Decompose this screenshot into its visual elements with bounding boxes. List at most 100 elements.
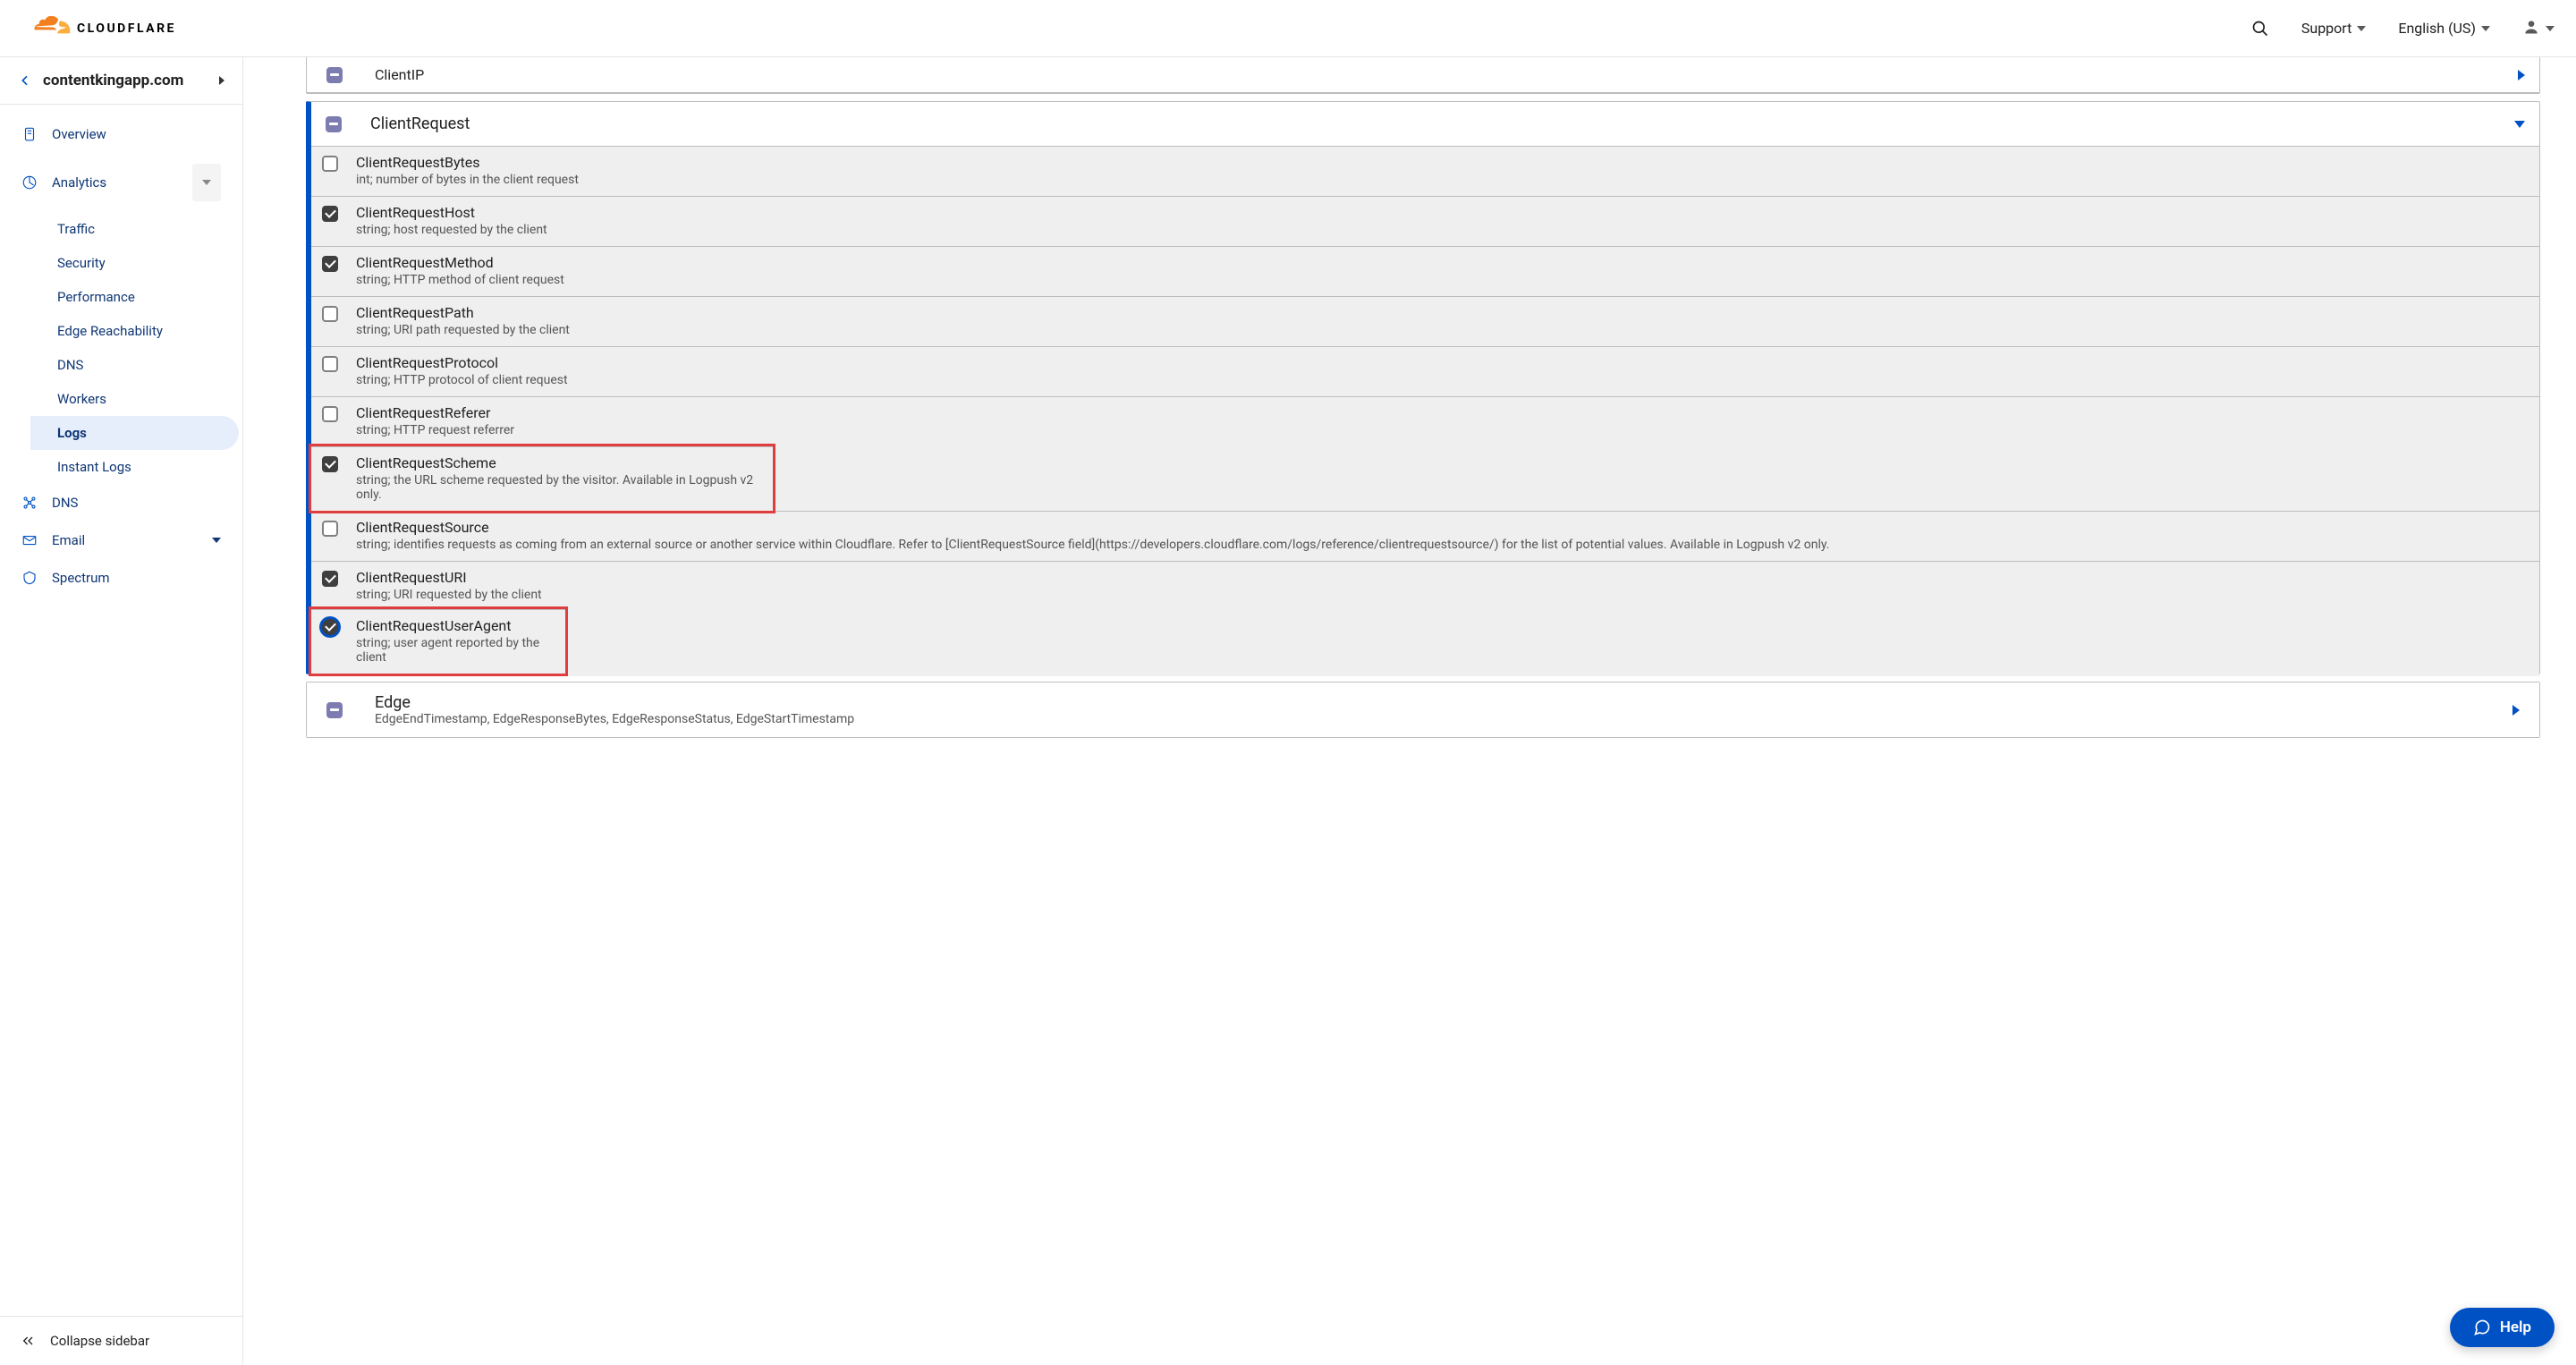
- indeterminate-checkbox-icon[interactable]: [326, 116, 342, 132]
- nav-label: Overview: [52, 126, 106, 142]
- field-desc: string; HTTP method of client request: [356, 273, 2525, 287]
- chat-icon: [2473, 1318, 2491, 1336]
- field-name: ClientRequestScheme: [356, 454, 758, 471]
- sidebar: contentkingapp.com Overview Analytics Tr…: [0, 57, 243, 1365]
- sidebar-item-analytics[interactable]: Analytics: [0, 153, 242, 212]
- checkbox[interactable]: [322, 571, 338, 587]
- field-row[interactable]: ClientRequestSource string; identifies r…: [311, 511, 2539, 561]
- field-name: ClientRequestHost: [356, 204, 2525, 221]
- group-title: ClientRequest: [370, 114, 470, 133]
- main-content: ClientIP ClientRequest ClientRequestByte…: [243, 57, 2576, 1365]
- highlight-annotation: ClientRequestUserAgent string; user agen…: [309, 606, 568, 676]
- nav-label: DNS: [52, 495, 78, 511]
- field-desc: string; URI requested by the client: [356, 588, 2525, 602]
- field-row[interactable]: ClientRequestHost string; host requested…: [311, 196, 2539, 246]
- sidebar-item-logs[interactable]: Logs: [30, 416, 239, 450]
- field-group-edge: Edge EdgeEndTimestamp, EdgeResponseBytes…: [306, 682, 2540, 738]
- sidebar-item-spectrum[interactable]: Spectrum: [0, 559, 242, 597]
- nav-label: Email: [52, 532, 85, 548]
- collapse-toggle-icon[interactable]: [192, 164, 221, 201]
- field-desc: int; number of bytes in the client reque…: [356, 173, 2525, 187]
- field-row[interactable]: ClientRequestPath string; URI path reque…: [311, 296, 2539, 346]
- back-arrow-icon[interactable]: [18, 73, 32, 88]
- search-icon[interactable]: [2251, 20, 2269, 38]
- field-name: ClientRequestBytes: [356, 154, 2525, 171]
- field-row[interactable]: ClientRequestReferer string; HTTP reques…: [311, 396, 2539, 446]
- field-name: ClientRequestSource: [356, 519, 2525, 536]
- sidebar-item-instant-logs[interactable]: Instant Logs: [57, 450, 239, 484]
- field-list: ClientRequestBytes int; number of bytes …: [311, 146, 2539, 676]
- field-name: ClientRequestReferer: [356, 404, 2525, 421]
- sidebar-item-dns[interactable]: DNS: [0, 484, 242, 521]
- field-name: ClientRequestMethod: [356, 254, 2525, 271]
- nav-label: Analytics: [52, 174, 106, 191]
- indeterminate-checkbox-icon[interactable]: [326, 67, 343, 83]
- brand-logo[interactable]: CLOUDFLARE: [21, 16, 176, 41]
- field-row[interactable]: ClientRequestMethod string; HTTP method …: [311, 246, 2539, 296]
- sidebar-item-overview[interactable]: Overview: [0, 115, 242, 153]
- sidebar-item-analytics-dns[interactable]: DNS: [57, 348, 239, 382]
- language-label: English (US): [2398, 20, 2476, 37]
- caret-down-icon: [212, 538, 221, 543]
- user-icon: [2522, 18, 2540, 39]
- field-name: ClientRequestUserAgent: [356, 617, 551, 634]
- support-menu[interactable]: Support: [2301, 20, 2366, 37]
- sidebar-item-email[interactable]: Email: [0, 521, 242, 559]
- checkbox[interactable]: [322, 406, 338, 422]
- checkbox[interactable]: [322, 256, 338, 272]
- sidebar-item-edge-reachability[interactable]: Edge Reachability: [57, 314, 239, 348]
- email-icon: [21, 532, 38, 548]
- expand-icon[interactable]: [2512, 705, 2520, 716]
- site-selector[interactable]: contentkingapp.com: [0, 57, 242, 105]
- field-desc: string; host requested by the client: [356, 223, 2525, 237]
- group-title: ClientIP: [375, 66, 424, 83]
- sidebar-item-performance[interactable]: Performance: [57, 280, 239, 314]
- field-desc: string; URI path requested by the client: [356, 323, 2525, 337]
- group-subtitle: EdgeEndTimestamp, EdgeResponseBytes, Edg…: [375, 712, 854, 726]
- field-desc: string; HTTP protocol of client request: [356, 373, 2525, 387]
- group-header[interactable]: Edge EdgeEndTimestamp, EdgeResponseBytes…: [307, 682, 2539, 737]
- analytics-icon: [21, 174, 38, 191]
- field-row[interactable]: ClientRequestUserAgent string; user agen…: [311, 609, 565, 674]
- highlight-annotation: ClientRequestScheme string; the URL sche…: [309, 444, 775, 513]
- dns-icon: [21, 495, 38, 511]
- collapse-sidebar-button[interactable]: Collapse sidebar: [0, 1316, 242, 1365]
- indeterminate-checkbox-icon[interactable]: [326, 702, 343, 718]
- field-row[interactable]: ClientRequestScheme string; the URL sche…: [311, 446, 773, 511]
- caret-down-icon: [2357, 26, 2366, 31]
- field-group-client-request: ClientRequest ClientRequestBytes int; nu…: [306, 101, 2540, 674]
- checkbox[interactable]: [322, 306, 338, 322]
- sidebar-item-workers[interactable]: Workers: [57, 382, 239, 416]
- language-menu[interactable]: English (US): [2398, 20, 2490, 37]
- checkbox[interactable]: [322, 356, 338, 372]
- nav-label: Spectrum: [52, 570, 110, 586]
- collapse-label: Collapse sidebar: [50, 1333, 149, 1349]
- checkbox[interactable]: [322, 456, 338, 472]
- brand-text: CLOUDFLARE: [77, 21, 176, 36]
- field-group-client-ip: ClientIP: [306, 57, 2540, 94]
- caret-down-icon: [2546, 26, 2555, 31]
- cloudflare-icon: [21, 16, 72, 41]
- expand-icon[interactable]: [2518, 70, 2525, 81]
- sidebar-item-traffic[interactable]: Traffic: [57, 212, 239, 246]
- field-row[interactable]: ClientRequestBytes int; number of bytes …: [311, 146, 2539, 196]
- checkbox[interactable]: [322, 206, 338, 222]
- sidebar-nav: Overview Analytics Traffic Security Perf…: [0, 105, 242, 1316]
- field-desc: string; identifies requests as coming fr…: [356, 538, 2525, 552]
- user-menu[interactable]: [2522, 18, 2555, 39]
- checkbox[interactable]: [322, 521, 338, 537]
- overview-icon: [21, 126, 38, 142]
- sidebar-item-security[interactable]: Security: [57, 246, 239, 280]
- help-label: Help: [2500, 1318, 2531, 1336]
- field-row[interactable]: ClientRequestProtocol string; HTTP proto…: [311, 346, 2539, 396]
- checkbox[interactable]: [322, 156, 338, 172]
- field-row[interactable]: ClientRequestURI string; URI requested b…: [311, 561, 2539, 611]
- header-actions: Support English (US): [2251, 18, 2555, 39]
- help-button[interactable]: Help: [2450, 1308, 2555, 1347]
- field-desc: string; HTTP request referrer: [356, 423, 2525, 437]
- checkbox[interactable]: [322, 619, 338, 635]
- group-title: Edge: [375, 693, 854, 712]
- group-header[interactable]: ClientRequest: [311, 102, 2539, 146]
- collapse-icon[interactable]: [2514, 121, 2525, 128]
- app-header: CLOUDFLARE Support English (US): [0, 0, 2576, 57]
